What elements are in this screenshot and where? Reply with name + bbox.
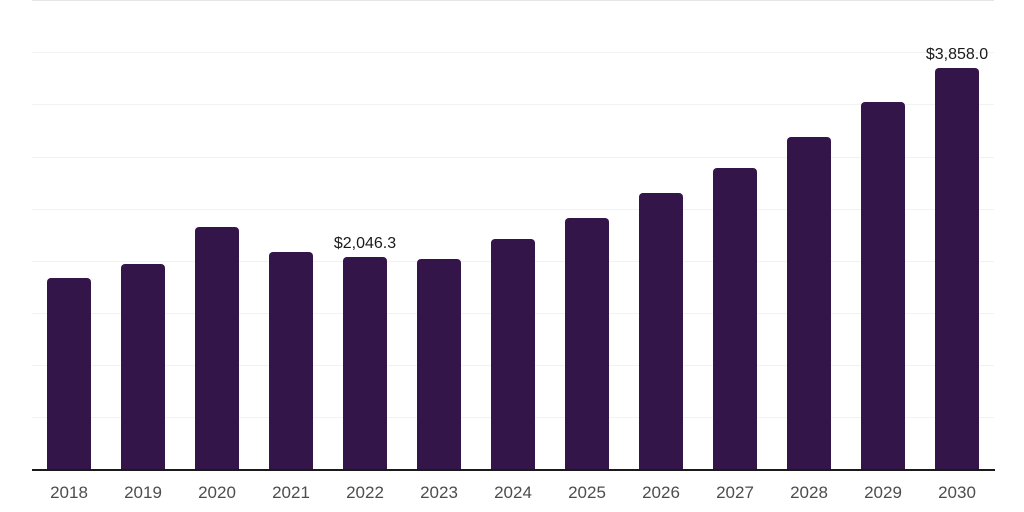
gridline-4000 xyxy=(32,52,994,54)
x-tick-label-2021: 2021 xyxy=(272,483,310,502)
bar-2022[interactable] xyxy=(343,256,387,470)
x-tick-label-2028: 2028 xyxy=(790,483,828,502)
bar-2030[interactable] xyxy=(935,68,979,470)
bar-2027[interactable] xyxy=(713,167,757,470)
x-tick-label-2030: 2030 xyxy=(938,483,976,502)
bar-2020[interactable] xyxy=(195,226,239,470)
bar-2025[interactable] xyxy=(565,217,609,470)
x-tick-label-2026: 2026 xyxy=(642,483,680,502)
bar-2019[interactable] xyxy=(121,263,165,470)
bar-2023[interactable] xyxy=(417,258,461,470)
plot-area: $2,046.3 $3,858.0 xyxy=(32,0,994,470)
x-tick-label-2022: 2022 xyxy=(346,483,384,502)
x-tick-label-2027: 2027 xyxy=(716,483,754,502)
bar-2029[interactable] xyxy=(861,101,905,470)
gridline-3000 xyxy=(32,156,994,158)
gridline-3500 xyxy=(32,104,994,106)
x-tick-label-2018: 2018 xyxy=(50,483,88,502)
x-tick-label-2024: 2024 xyxy=(494,483,532,502)
bar-2028[interactable] xyxy=(787,136,831,470)
gridline-4500 xyxy=(32,0,994,2)
x-axis-line xyxy=(32,469,995,471)
bar-2026[interactable] xyxy=(639,192,683,470)
gridline-2500 xyxy=(32,208,994,210)
x-tick-label-2029: 2029 xyxy=(864,483,902,502)
x-tick-label-2020: 2020 xyxy=(198,483,236,502)
x-tick-label-2019: 2019 xyxy=(124,483,162,502)
x-tick-label-2025: 2025 xyxy=(568,483,606,502)
bar-2018[interactable] xyxy=(47,277,91,470)
data-label-2022: $2,046.3 xyxy=(333,234,397,252)
x-axis-labels: 2018 2019 2020 2021 2022 2023 2024 2025 2026 2027… xyxy=(32,483,994,505)
bar-2024[interactable] xyxy=(491,238,535,470)
x-tick-label-2023: 2023 xyxy=(420,483,458,502)
data-label-2030: $3,858.0 xyxy=(925,46,989,64)
bar-2021[interactable] xyxy=(269,251,313,470)
